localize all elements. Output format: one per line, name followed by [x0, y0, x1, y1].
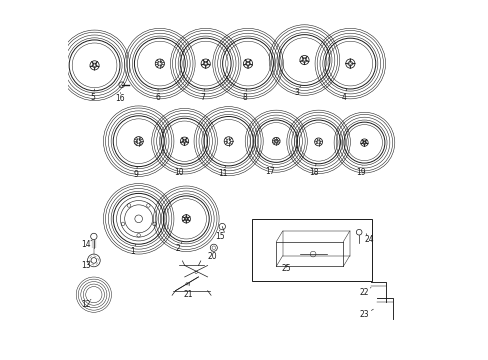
Text: 5: 5 [90, 93, 95, 102]
Text: 18: 18 [308, 168, 318, 177]
Text: 22: 22 [359, 288, 368, 297]
Text: 16: 16 [115, 94, 125, 103]
Circle shape [185, 283, 188, 285]
Text: 14: 14 [81, 240, 91, 249]
Text: 12: 12 [81, 300, 91, 309]
Text: 8: 8 [243, 93, 247, 102]
Text: 1: 1 [130, 247, 135, 256]
Text: 11: 11 [218, 169, 227, 178]
Text: 9: 9 [134, 170, 138, 179]
Text: 6: 6 [155, 93, 160, 102]
Text: 24: 24 [364, 235, 373, 244]
Text: 13: 13 [81, 261, 91, 270]
Text: 23: 23 [359, 310, 368, 319]
Text: 17: 17 [265, 167, 275, 176]
Text: 2: 2 [176, 244, 180, 253]
Text: 25: 25 [281, 264, 290, 273]
Text: 19: 19 [355, 168, 365, 177]
Bar [251, 219, 371, 280]
Text: 3: 3 [293, 88, 298, 97]
Text: 4: 4 [341, 93, 346, 102]
Text: 7: 7 [200, 93, 205, 102]
Text: 20: 20 [207, 252, 216, 261]
Text: 10: 10 [174, 168, 183, 177]
Text: 21: 21 [183, 290, 192, 299]
Circle shape [195, 271, 197, 274]
Text: 15: 15 [215, 232, 224, 241]
